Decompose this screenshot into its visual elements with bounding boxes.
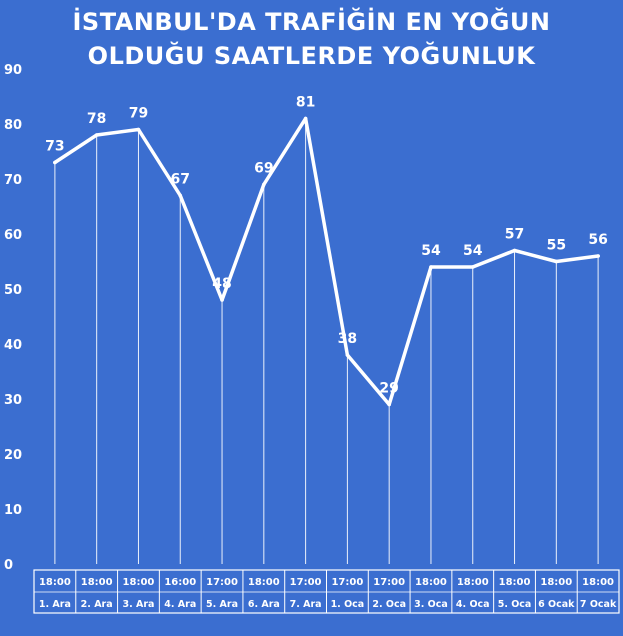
x-tick-time-label: 17:00 (206, 577, 238, 588)
data-label: 81 (296, 95, 315, 111)
data-label: 38 (338, 331, 357, 347)
y-tick-label: 40 (4, 338, 22, 353)
data-label: 78 (87, 111, 106, 127)
x-tick-day-label: 7 Ocak (580, 599, 617, 610)
x-tick-time-label: 18:00 (81, 577, 113, 588)
x-tick-day-label: 1. Oca (331, 599, 365, 610)
data-point (429, 265, 433, 269)
data-label: 54 (463, 243, 483, 259)
data-label: 54 (421, 243, 441, 259)
data-point (262, 182, 266, 187)
x-tick-day-label: 1. Ara (39, 599, 71, 610)
x-tick-time-label: 18:00 (248, 577, 280, 588)
x-tick-time-label: 17:00 (290, 577, 322, 588)
data-point (512, 248, 517, 253)
chart-title-line-1: İSTANBUL'DA TRAFİĞİN EN YOĞUN (72, 8, 551, 36)
data-label: 69 (254, 161, 273, 177)
data-point (220, 298, 224, 302)
y-tick-label: 30 (4, 393, 22, 408)
data-point (596, 254, 600, 258)
x-tick-day-label: 4. Oca (456, 599, 490, 610)
data-point (470, 265, 475, 269)
x-tick-time-label: 18:00 (540, 577, 572, 588)
data-label: 29 (379, 381, 398, 397)
x-tick-day-label: 4. Ara (164, 599, 196, 610)
data-label: 67 (171, 172, 190, 188)
data-label: 73 (45, 139, 64, 155)
data-point (94, 133, 99, 137)
x-tick-day-label: 3. Ara (122, 599, 154, 610)
y-tick-label: 20 (4, 448, 22, 463)
series-line (53, 116, 600, 407)
chart-title-line-2: OLDUĞU SAATLERDE YOĞUNLUK (87, 42, 536, 70)
data-point (345, 353, 350, 357)
y-tick-label: 50 (4, 283, 22, 298)
y-tick-label: 70 (4, 173, 22, 188)
x-tick-day-label: 2. Ara (81, 599, 113, 610)
data-point (387, 402, 391, 407)
x-tick-time-label: 18:00 (499, 577, 531, 588)
x-tick-day-label: 5. Ara (206, 599, 238, 610)
x-tick-time-label: 17:00 (373, 577, 405, 588)
data-point (303, 116, 308, 121)
x-tick-day-label: 7. Ara (290, 599, 322, 610)
data-label: 56 (588, 232, 607, 248)
x-tick-time-label: 18:00 (582, 577, 614, 588)
x-tick-time-label: 16:00 (164, 577, 196, 588)
data-point (554, 259, 559, 264)
data-point (178, 193, 183, 198)
x-tick-day-label: 6. Ara (248, 599, 280, 610)
x-tick-time-label: 18:00 (39, 577, 71, 588)
data-label: 55 (547, 238, 566, 254)
x-tick-day-label: 6 Ocak (538, 599, 575, 610)
x-tick-time-label: 17:00 (331, 577, 363, 588)
data-label: 48 (212, 276, 231, 292)
x-tick-day-label: 2. Oca (372, 599, 406, 610)
y-tick-label: 10 (4, 503, 22, 518)
y-tick-label: 80 (4, 118, 22, 133)
x-tick-time-label: 18:00 (123, 577, 155, 588)
x-tick-day-label: 3. Oca (414, 599, 448, 610)
x-tick-day-label: 5. Oca (498, 599, 532, 610)
y-tick-label: 90 (4, 63, 22, 78)
y-tick-label: 60 (4, 228, 22, 243)
y-tick-label: 0 (4, 558, 13, 573)
data-label: 79 (129, 106, 148, 122)
data-point (53, 160, 57, 165)
data-point (136, 127, 141, 132)
data-label: 57 (505, 227, 524, 243)
x-tick-time-label: 18:00 (457, 577, 489, 588)
x-tick-time-label: 18:00 (415, 577, 447, 588)
